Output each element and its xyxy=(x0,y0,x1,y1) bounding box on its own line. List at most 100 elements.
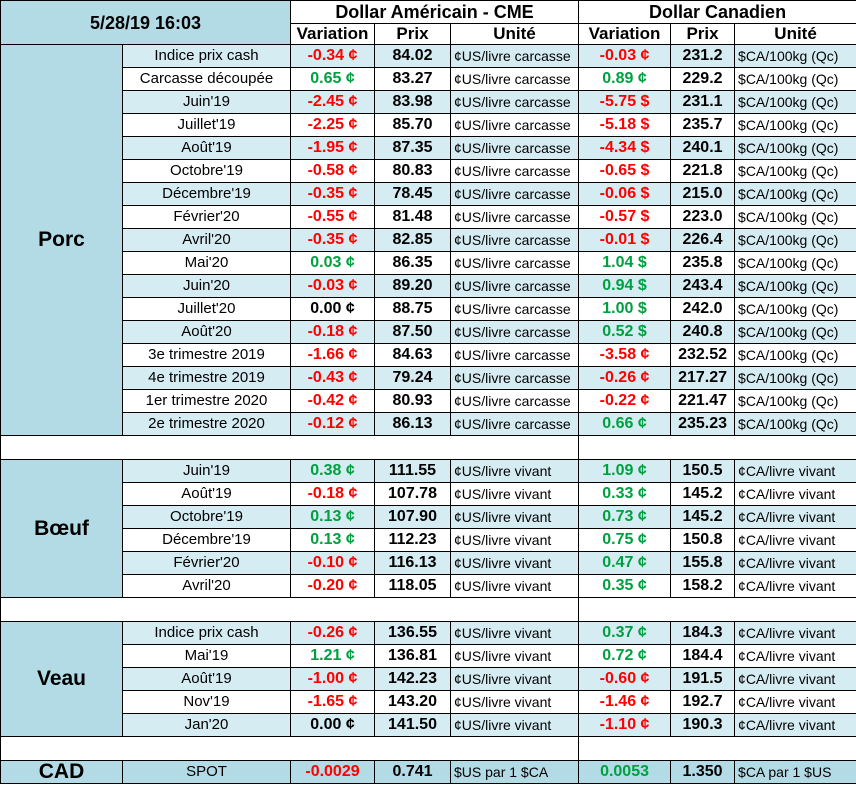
usd-unit: ¢US/livre carcasse xyxy=(449,228,580,252)
contract-label: Juin'19 xyxy=(122,459,291,483)
usd-price: 89.20 xyxy=(374,274,451,298)
contract-label: Mai'19 xyxy=(122,644,291,668)
usd-variation: -0.10 ¢ xyxy=(290,551,375,575)
usd-variation: -0.18 ¢ xyxy=(290,482,375,506)
contract-label: Juin'20 xyxy=(122,274,291,298)
table-row: 1er trimestre 2020 -0.42 ¢ 80.93 ¢US/livre … xyxy=(1,389,856,413)
usd-variation: -0.12 ¢ xyxy=(290,412,375,436)
usd-price: 107.78 xyxy=(374,482,451,506)
group-label: CAD xyxy=(0,760,123,784)
usd-price: 136.55 xyxy=(374,621,451,645)
cad-unit: ¢CA/livre vivant xyxy=(734,459,856,483)
separator-cell xyxy=(0,597,580,622)
table-row: Juillet'19 -2.25 ¢ 85.70 ¢US/livre carcasse… xyxy=(1,113,856,137)
table-row: Octobre'19 -0.58 ¢ 80.83 ¢US/livre carcasse… xyxy=(1,159,856,183)
usd-variation: 0.00 ¢ xyxy=(290,297,375,321)
usd-price: 141.50 xyxy=(374,713,451,737)
table-row: Août'19 -1.95 ¢ 87.35 ¢US/livre carcasse -4.… xyxy=(1,136,856,160)
usd-unit: ¢US/livre carcasse xyxy=(449,343,580,367)
cad-variation: -0.22 ¢ xyxy=(578,389,672,413)
usd-price: 85.70 xyxy=(374,113,451,137)
usd-unit: ¢US/livre vivant xyxy=(449,713,580,737)
table-row: Mai'19 1.21 ¢ 136.81 ¢US/livre vivant 0.72 ¢… xyxy=(1,644,856,668)
cad-price: 243.4 xyxy=(670,274,736,298)
cad-unit: ¢CA/livre vivant xyxy=(734,621,856,645)
usd-unit: ¢US/livre carcasse xyxy=(449,113,580,137)
usd-variation: -1.65 ¢ xyxy=(290,690,375,714)
cad-variation: 0.37 ¢ xyxy=(578,621,672,645)
usd-price: 83.27 xyxy=(374,67,451,91)
contract-label: 2e trimestre 2020 xyxy=(122,412,291,436)
usd-unit: ¢US/livre carcasse xyxy=(449,274,580,298)
cad-price: 190.3 xyxy=(670,713,736,737)
usd-price: 78.45 xyxy=(374,182,451,206)
contract-label: 4e trimestre 2019 xyxy=(122,366,291,390)
table-row: Nov'19 -1.65 ¢ 143.20 ¢US/livre vivant -1.46… xyxy=(1,690,856,714)
cad-unit: $CA/100kg (Qc) xyxy=(734,44,856,68)
table-row: Août'19 -1.00 ¢ 142.23 ¢US/livre vivant -0.6… xyxy=(1,667,856,691)
usd-unit: ¢US/livre vivant xyxy=(449,459,580,483)
usd-variation: -0.42 ¢ xyxy=(290,389,375,413)
usd-unit: ¢US/livre vivant xyxy=(449,505,580,529)
cad-unit: $CA/100kg (Qc) xyxy=(734,159,856,183)
usd-unit: ¢US/livre carcasse xyxy=(449,182,580,206)
cad-unit: $CA/100kg (Qc) xyxy=(734,343,856,367)
table-row: Jan'20 0.00 ¢ 141.50 ¢US/livre vivant -1.10 … xyxy=(1,713,856,737)
cad-price: 145.2 xyxy=(670,505,736,529)
cad-price: 240.8 xyxy=(670,320,736,344)
cad-variation: 1.09 ¢ xyxy=(578,459,672,483)
contract-label: Octobre'19 xyxy=(122,159,291,183)
usd-price: 80.93 xyxy=(374,389,451,413)
usd-variation: -0.58 ¢ xyxy=(290,159,375,183)
table-row: 2e trimestre 2020 -0.12 ¢ 86.13 ¢US/livre c… xyxy=(1,412,856,436)
usd-price: 0.741 xyxy=(374,760,451,784)
contract-label: Juin'19 xyxy=(122,90,291,114)
usd-variation: -0.26 ¢ xyxy=(290,621,375,645)
usd-price: 111.55 xyxy=(374,459,451,483)
usd-variation: -1.00 ¢ xyxy=(290,667,375,691)
cad-price: 226.4 xyxy=(670,228,736,252)
contract-label: Août'19 xyxy=(122,667,291,691)
cad-variation: -1.10 ¢ xyxy=(578,713,672,737)
group-label: Porc xyxy=(0,44,123,436)
usd-unit: ¢US/livre carcasse xyxy=(449,320,580,344)
cad-unit: $CA/100kg (Qc) xyxy=(734,389,856,413)
usd-price: 107.90 xyxy=(374,505,451,529)
cad-unit: ¢CA/livre vivant xyxy=(734,528,856,552)
cad-price: 150.8 xyxy=(670,528,736,552)
usd-variation: -1.66 ¢ xyxy=(290,343,375,367)
usd-price: 112.23 xyxy=(374,528,451,552)
cad-variation: -5.18 $ xyxy=(578,113,672,137)
usd-variation: -0.55 ¢ xyxy=(290,205,375,229)
usd-variation: 0.13 ¢ xyxy=(290,505,375,529)
table-row: Bœuf Juin'19 0.38 ¢ 111.55 ¢US/livre vivant 1… xyxy=(0,459,856,598)
header-row-titles: 5/28/19 16:03 Dollar Américain - CME Dol… xyxy=(0,0,856,45)
contract-label: Jan'20 xyxy=(122,713,291,737)
contract-label: Février'20 xyxy=(122,205,291,229)
usd-unit: ¢US/livre carcasse xyxy=(449,366,580,390)
cad-price: 240.1 xyxy=(670,136,736,160)
cad-col-unite: Unité xyxy=(734,23,856,45)
cad-variation: -0.06 $ xyxy=(578,182,672,206)
cad-unit: $CA/100kg (Qc) xyxy=(734,67,856,91)
usd-price: 82.85 xyxy=(374,228,451,252)
contract-label: Juillet'19 xyxy=(122,113,291,137)
contract-label: Avril'20 xyxy=(122,574,291,598)
cad-variation: 0.73 ¢ xyxy=(578,505,672,529)
cad-variation: 0.72 ¢ xyxy=(578,644,672,668)
usd-price: 84.02 xyxy=(374,44,451,68)
cad-variation: 1.04 $ xyxy=(578,251,672,275)
cad-unit: $CA/100kg (Qc) xyxy=(734,366,856,390)
cad-unit: ¢CA/livre vivant xyxy=(734,667,856,691)
usd-variation: -0.03 ¢ xyxy=(290,274,375,298)
table-row: Mai'20 0.03 ¢ 86.35 ¢US/livre carcasse 1.04 … xyxy=(1,251,856,275)
cad-variation: 0.47 ¢ xyxy=(578,551,672,575)
cad-unit: $CA/100kg (Qc) xyxy=(734,90,856,114)
contract-label: Août'19 xyxy=(122,482,291,506)
cad-unit: $CA/100kg (Qc) xyxy=(734,182,856,206)
separator-row xyxy=(0,736,856,761)
cad-variation: -1.46 ¢ xyxy=(578,690,672,714)
cad-price: 242.0 xyxy=(670,297,736,321)
usd-price: 87.35 xyxy=(374,136,451,160)
